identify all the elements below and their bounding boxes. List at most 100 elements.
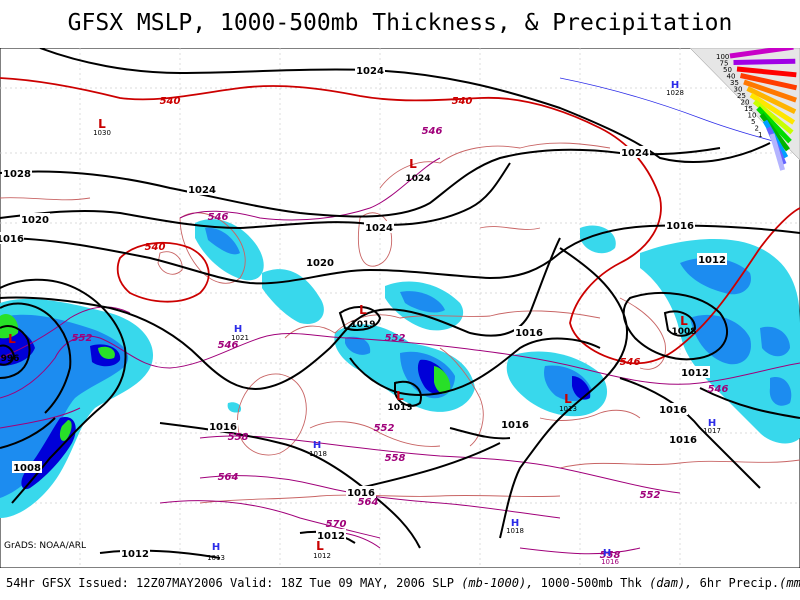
isobar-label: 1016 [347, 488, 375, 499]
thickness-label: 546 [208, 212, 229, 223]
isobar-label: 1028 [3, 169, 31, 180]
legend-label: 5 [751, 118, 755, 126]
svg-text:1030: 1030 [93, 129, 111, 137]
isobar-label: 1016 [0, 234, 24, 245]
isobars [0, 48, 800, 559]
thickness-labels: 540 540 546 546 540 552 546 552 546 546 … [72, 96, 729, 561]
thickness-label: 540 [160, 96, 181, 107]
legend-label: 1 [758, 131, 762, 139]
pressure-centers: L 1030 L 1024 H 1028 L 996 H 1021 L 1019… [1, 80, 721, 566]
thickness-label: 546 [708, 384, 729, 395]
slp-label: SLP [432, 576, 454, 590]
legend-label: 100 [716, 53, 729, 61]
thickness-units: (dam), [649, 576, 693, 590]
legend-label: 50 [723, 66, 732, 74]
thickness-label: 552 [385, 333, 406, 344]
svg-text:1012: 1012 [313, 552, 331, 560]
isobar-label: 1008 [13, 463, 41, 474]
high-pressure-center: H 1017 [703, 418, 721, 435]
low-pressure-center: L 996 [1, 332, 20, 364]
legend-label: 2 [755, 125, 759, 133]
svg-text:L: L [396, 389, 404, 403]
thickness-label: 564 [358, 497, 379, 508]
high-pressure-center: H 1021 [231, 324, 249, 342]
svg-text:L: L [316, 539, 324, 553]
low-pressure-center: L 1013 [387, 389, 412, 413]
svg-text:1017: 1017 [703, 427, 721, 435]
thickness-label: 546 [620, 357, 641, 368]
thickness-label: 540 [452, 96, 473, 107]
low-pressure-center: L 1008 [671, 314, 696, 337]
legend-label: 35 [730, 79, 739, 87]
isobar-label: 1016 [669, 435, 697, 446]
thickness-label: 558 [385, 453, 406, 464]
isobar-label: 1012 [681, 368, 709, 379]
high-pressure-center: H 1018 [309, 440, 327, 458]
svg-text:H: H [234, 324, 242, 335]
svg-text:L: L [359, 303, 367, 317]
isobar-label: 1024 [356, 66, 384, 77]
low-pressure-center: L 1013 [559, 392, 577, 413]
isobar-label: 1016 [209, 422, 237, 433]
legend-label: 25 [737, 92, 746, 100]
weather-map: 1024 1028 1024 1020 1016 1024 1020 1016 … [0, 48, 800, 568]
svg-text:H: H [511, 518, 519, 529]
thickness-label: 564 [218, 472, 239, 483]
svg-text:H: H [313, 440, 321, 451]
isobar-label: 1012 [317, 531, 345, 542]
high-pressure-center: H 1018 [506, 518, 524, 535]
svg-text:H: H [212, 542, 220, 553]
svg-text:1024: 1024 [405, 174, 430, 184]
legend-label: 10 [748, 112, 757, 120]
legend-color-swatch [746, 86, 797, 114]
low-pressure-center: L 1019 [350, 303, 375, 330]
svg-text:1013: 1013 [559, 405, 577, 413]
svg-text:1018: 1018 [506, 527, 524, 535]
isobar-label: 1016 [515, 328, 543, 339]
low-pressure-center: L 1024 [405, 157, 430, 184]
legend-color-swatch [759, 113, 790, 152]
legend-color-swatch [736, 66, 797, 78]
svg-text:L: L [564, 392, 572, 406]
thickness-cold-contours [0, 77, 800, 365]
thickness-label: 552 [640, 490, 661, 501]
legend-label: 75 [720, 60, 729, 68]
high-pressure-center: H 1013 [207, 542, 225, 562]
thickness-label: 546 [218, 340, 239, 351]
svg-text:1019: 1019 [350, 320, 375, 330]
thickness-label: 552 [374, 423, 395, 434]
high-pressure-center: H 1016 [601, 548, 619, 566]
precip-units: (mm) [779, 576, 800, 590]
precip-label-text: 6hr Precip. [699, 576, 780, 590]
legend-color-swatch [733, 58, 796, 65]
thickness-label: 552 [72, 333, 93, 344]
legend-label: 30 [734, 86, 743, 94]
isobar-label: 1024 [188, 185, 216, 196]
svg-text:1008: 1008 [671, 327, 696, 337]
isobar-label: 1016 [501, 420, 529, 431]
legend-label: 40 [727, 73, 736, 81]
legend-color-swatch [743, 79, 797, 103]
svg-text:L: L [680, 314, 688, 328]
precipitation-areas [0, 219, 800, 518]
thickness-label: 546 [422, 126, 443, 137]
legend-label: 15 [744, 105, 753, 113]
chart-title: GFSX MSLP, 1000-500mb Thickness, & Preci… [67, 10, 733, 36]
svg-text:1016: 1016 [601, 558, 619, 566]
svg-text:996: 996 [1, 354, 20, 364]
issued-valid-text: 54Hr GFSX Issued: 12Z07MAY2006 Valid: 18… [6, 576, 426, 590]
grads-credit: GrADS: NOAA/ARL [4, 541, 87, 551]
svg-text:H: H [708, 418, 716, 429]
svg-text:L: L [98, 117, 106, 131]
svg-text:1018: 1018 [309, 450, 327, 458]
thickness-label: 558 [600, 550, 621, 561]
isobar-label: 1012 [121, 549, 149, 560]
isobar-label: 1012 [698, 255, 726, 266]
map-footer: 54Hr GFSX Issued: 12Z07MAY2006 Valid: 18… [6, 576, 800, 590]
svg-text:1021: 1021 [231, 334, 249, 342]
svg-text:H: H [603, 548, 611, 559]
isobar-label: 1024 [621, 148, 649, 159]
isobar-label: 1016 [659, 405, 687, 416]
svg-text:1013: 1013 [387, 403, 412, 413]
low-pressure-center: L 1012 [313, 539, 331, 560]
